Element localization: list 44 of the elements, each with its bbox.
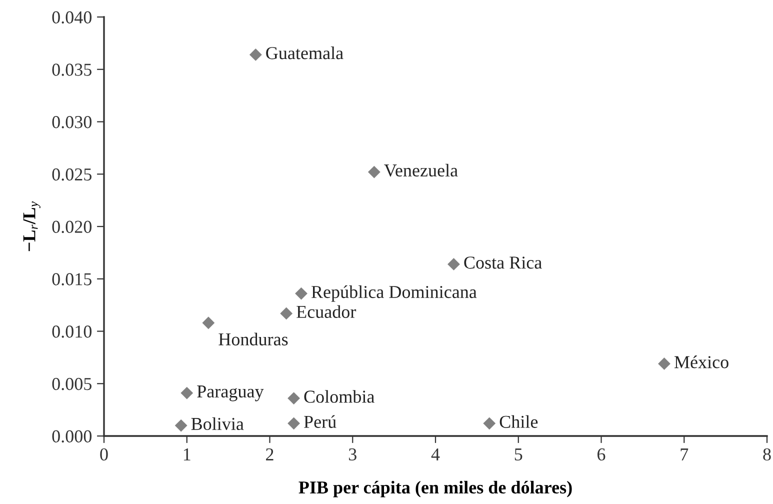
x-tick-label: 3 [348,448,356,461]
y-tick-label: 0.010 [52,326,92,338]
x-tick-label: 8 [763,448,771,461]
point [202,316,215,330]
annotation: República Dominicana [311,285,477,302]
annotation: Paraguay [197,386,264,402]
point [295,287,308,300]
annotation: Costa Rica [464,256,542,269]
x-tick-label: 5 [514,448,522,461]
annotation: Colombia [304,390,374,403]
point [483,417,496,430]
x-axis-title: PIB per cápita (en miles de dólares) [298,480,572,498]
annotation: Venezuela [384,164,458,177]
annotation: Chile [500,415,538,428]
annotation: México [674,356,728,368]
y-tick-label: 0.015 [52,273,92,286]
point [180,386,194,400]
annotation: Guatemala [266,46,344,60]
x-tick-label: 1 [184,448,190,460]
annotation: Perú [304,415,336,428]
point [368,166,380,178]
point [174,419,188,432]
point [280,307,293,320]
y-tick-label: 0.000 [52,430,92,443]
y-axis-title: −L$_{r}$/L$_{y}$ [23,201,40,252]
x-tick-label: 0 [100,448,108,461]
point [288,392,300,404]
annotation: Honduras [218,332,288,346]
x-tick-label: 6 [598,448,606,461]
annotation: Ecuador [296,305,356,318]
annotation: Bolivia [191,417,244,430]
point [249,48,262,61]
point [448,258,460,270]
x-tick-label: 7 [680,448,688,460]
y-tick-label: 0.035 [52,64,92,76]
y-tick-label: 0.020 [52,220,92,234]
point [288,417,300,430]
point [658,358,670,370]
x-tick-label: 2 [266,448,274,460]
y-tick-label: 0.040 [52,11,92,24]
y-tick-label: 0.005 [52,378,92,390]
y-tick-label: 0.030 [52,116,92,128]
y-tick-label: 0.025 [52,168,92,181]
x-tick-label: 4 [431,448,440,460]
